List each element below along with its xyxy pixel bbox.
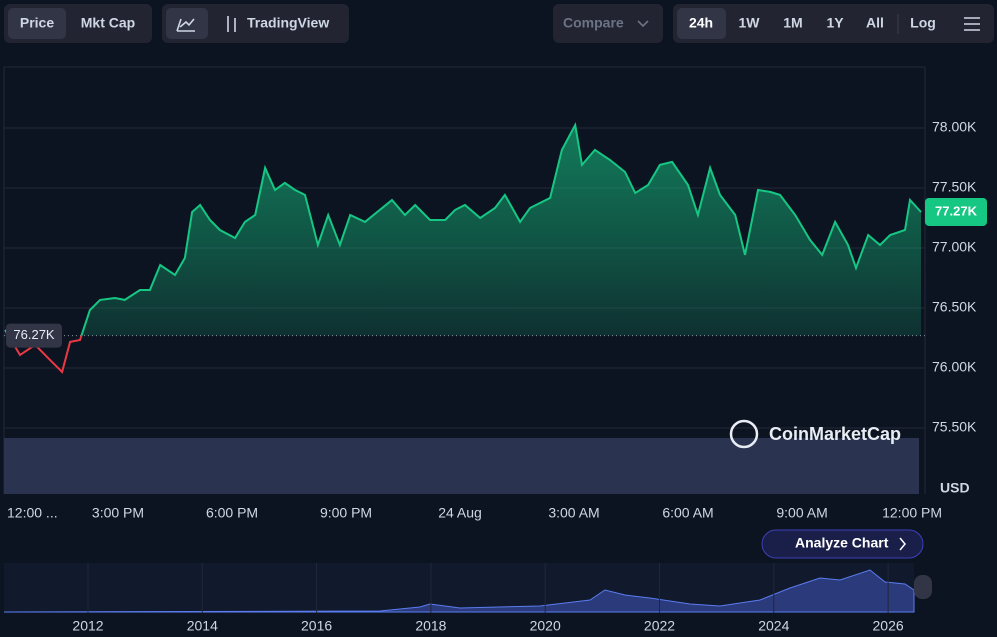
x-tick-label: 3:00 PM: [92, 505, 144, 521]
nav-tick-label: 2018: [415, 618, 446, 634]
y-tick-label: 76.00K: [932, 359, 977, 375]
settings-icon[interactable]: [964, 17, 980, 31]
navigator-handle[interactable]: [914, 575, 932, 599]
log-toggle[interactable]: Log: [910, 15, 936, 31]
x-tick-label: 3:00 AM: [548, 505, 599, 521]
y-tick-label: 77.00K: [932, 239, 977, 255]
reference-badge: [6, 323, 62, 348]
x-tick-label: 12:00 PM: [882, 505, 942, 521]
nav-tick-label: 2014: [187, 618, 218, 634]
analyze-label: Analyze Chart: [795, 535, 889, 551]
chevron: [899, 537, 906, 551]
x-tick-label: 12:00 ...: [7, 505, 58, 521]
y-tick-label: 76.50K: [932, 299, 977, 315]
range-group: [673, 4, 994, 43]
tab-selected[interactable]: [8, 8, 66, 39]
compare-label: Compare: [563, 15, 624, 31]
candle-icon: [227, 16, 236, 32]
analyze-button[interactable]: [761, 529, 924, 559]
navigator-area: [3, 569, 915, 613]
x-tick-label: 24 Aug: [438, 505, 482, 521]
range-selected[interactable]: [677, 8, 726, 39]
view-group: [162, 4, 349, 43]
reference-label: 76.27K: [13, 327, 55, 342]
range[interactable]: 1W: [739, 15, 761, 31]
cmc-logo: [729, 419, 759, 449]
tradingview[interactable]: TradingView: [247, 15, 329, 31]
range[interactable]: 1M: [783, 15, 802, 31]
nav-tick-label: 2024: [758, 618, 789, 634]
range[interactable]: 24h: [689, 15, 713, 31]
unit-label: USD: [940, 480, 970, 496]
x-tick-label: 9:00 PM: [320, 505, 372, 521]
area: [5, 125, 921, 336]
y-tick-label: 77.50K: [932, 179, 977, 195]
x-tick-label: 9:00 AM: [776, 505, 827, 521]
nav-tick-label: 2012: [72, 618, 103, 634]
range[interactable]: All: [866, 15, 884, 31]
nav-tick-label: 2016: [301, 618, 332, 634]
x-tick-label: 6:00 AM: [662, 505, 713, 521]
line-icon: [176, 18, 195, 32]
chevron: [637, 20, 649, 28]
last-label: 77.27K: [935, 203, 978, 218]
tab[interactable]: Price: [20, 15, 54, 31]
y-tick-label: 75.50K: [932, 419, 977, 435]
y-tick-label: 78.00K: [932, 119, 977, 135]
compare[interactable]: [553, 4, 663, 43]
tab[interactable]: Mkt Cap: [81, 15, 135, 31]
range[interactable]: 1Y: [826, 15, 844, 31]
x-tick-label: 6:00 PM: [206, 505, 258, 521]
nav-tick-label: 2026: [873, 618, 904, 634]
nav-tick-label: 2022: [644, 618, 675, 634]
price-line-up: [4, 121, 922, 336]
watermark: CoinMarketCap: [769, 424, 901, 444]
nav-tick-label: 2020: [530, 618, 561, 634]
volume-bars: [4, 438, 919, 494]
last-badge: [925, 197, 987, 226]
